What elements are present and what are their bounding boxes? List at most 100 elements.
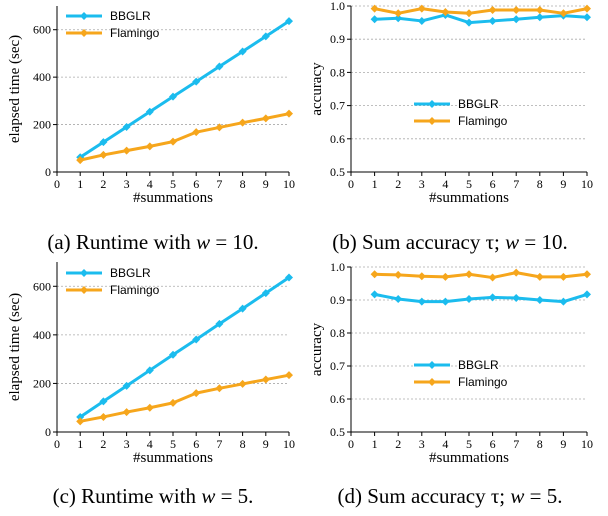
y-tick-label: 0.5 xyxy=(330,165,345,179)
x-tick-label: 10 xyxy=(283,437,295,451)
data-point-bbglr xyxy=(465,18,473,27)
data-point-flamingo xyxy=(238,379,247,388)
y-tick-label: 400 xyxy=(33,70,51,84)
legend-marker-icon xyxy=(428,361,436,369)
x-tick-label: 2 xyxy=(395,437,401,451)
y-tick-label: 0 xyxy=(45,165,51,179)
x-tick-label: 6 xyxy=(193,177,199,191)
data-point-bbglr xyxy=(285,273,293,282)
data-point-flamingo xyxy=(465,9,473,18)
y-tick-label: 1.0 xyxy=(330,0,345,13)
x-tick-label: 9 xyxy=(263,177,269,191)
data-point-bbglr xyxy=(99,397,108,406)
data-point-flamingo xyxy=(192,128,201,137)
data-point-flamingo xyxy=(99,412,108,421)
caption-d-post: = 5. xyxy=(524,484,563,508)
x-tick-label: 7 xyxy=(216,177,222,191)
data-point-flamingo xyxy=(583,4,591,13)
x-tick-label: 1 xyxy=(372,177,378,191)
x-tick-label: 1 xyxy=(77,177,83,191)
legend-marker-icon xyxy=(80,29,88,37)
x-tick-label: 7 xyxy=(513,437,519,451)
data-point-flamingo xyxy=(583,270,591,279)
x-tick-label: 2 xyxy=(100,177,106,191)
data-point-flamingo xyxy=(215,123,224,132)
data-point-bbglr xyxy=(169,350,177,359)
legend-marker-icon xyxy=(428,117,436,125)
y-tick-label: 0.7 xyxy=(330,359,345,373)
x-tick-label: 5 xyxy=(170,177,176,191)
data-point-flamingo xyxy=(559,272,568,281)
caption-b: (b) Sum accuracy τ; w = 10. xyxy=(300,230,600,255)
data-point-bbglr xyxy=(122,381,131,390)
legend-marker-icon xyxy=(428,378,436,386)
data-point-flamingo xyxy=(192,389,201,398)
caption-d-var: w xyxy=(510,484,525,508)
y-tick-label: 600 xyxy=(33,23,51,37)
x-tick-label: 1 xyxy=(77,437,83,451)
chart-d: 0.5 0.6 0.7 0.8 0.9 1.0 0 1 2 3 4 5 6 7 8 9 10 #summation… xyxy=(309,260,593,466)
y-tick-label: 0.6 xyxy=(330,392,345,406)
data-point-flamingo xyxy=(238,118,247,127)
x-tick-label: 8 xyxy=(240,177,246,191)
chart-a: 0 200 400 600 0 1 2 3 4 5 6 7 8 9 10 #summations elapsed… xyxy=(7,6,295,206)
x-tick-label: 6 xyxy=(490,437,496,451)
data-point-bbglr xyxy=(441,297,450,306)
data-point-flamingo xyxy=(169,137,177,146)
data-point-bbglr xyxy=(488,293,497,302)
data-point-flamingo xyxy=(417,4,426,13)
data-point-bbglr xyxy=(394,14,403,23)
data-point-bbglr xyxy=(417,16,426,25)
data-point-bbglr xyxy=(215,62,224,71)
y-tick-label: 200 xyxy=(33,118,51,132)
data-point-bbglr xyxy=(417,297,426,306)
x-tick-label: 1 xyxy=(372,437,378,451)
x-tick-label: 7 xyxy=(513,177,519,191)
data-point-flamingo xyxy=(145,142,154,151)
data-point-flamingo xyxy=(122,408,131,417)
x-tick-label: 8 xyxy=(537,177,543,191)
x-tick-label: 4 xyxy=(147,437,153,451)
data-point-bbglr xyxy=(145,107,154,116)
x-tick-label: 0 xyxy=(348,177,354,191)
data-point-bbglr xyxy=(192,77,201,86)
data-point-bbglr xyxy=(370,15,379,24)
chart-b: 0.5 0.6 0.7 0.8 0.9 1.0 0 1 2 3 4 5 6 7 8 9 10 #summation… xyxy=(309,0,593,206)
x-tick-label: 2 xyxy=(395,177,401,191)
y-tick-label: 400 xyxy=(33,328,51,342)
x-tick-label: 4 xyxy=(147,177,153,191)
x-axis-label: #summations xyxy=(133,450,213,466)
y-tick-label: 0.9 xyxy=(330,293,345,307)
x-tick-label: 7 xyxy=(216,437,222,451)
x-axis-label: #summations xyxy=(429,190,509,206)
data-point-bbglr xyxy=(261,289,270,298)
x-tick-label: 0 xyxy=(54,177,60,191)
series-line-flamingo xyxy=(374,7,588,15)
series-line-bbglr xyxy=(374,13,588,25)
x-tick-label: 5 xyxy=(170,437,176,451)
legend-label-flamingo: Flamingo xyxy=(110,283,160,297)
caption-a-post: = 10. xyxy=(210,230,259,254)
data-point-flamingo xyxy=(169,398,177,407)
y-tick-label: 0.8 xyxy=(330,326,345,340)
data-point-flamingo xyxy=(261,114,270,123)
data-point-bbglr xyxy=(535,13,544,22)
series-line-flamingo xyxy=(374,271,588,280)
y-axis-label: elapsed time (sec) xyxy=(7,35,23,143)
x-tick-label: 6 xyxy=(193,437,199,451)
x-tick-label: 10 xyxy=(283,177,295,191)
data-point-flamingo xyxy=(285,109,293,118)
series-line-bbglr xyxy=(79,276,290,419)
y-tick-label: 0.6 xyxy=(330,132,345,146)
x-tick-label: 3 xyxy=(419,177,425,191)
data-point-flamingo xyxy=(394,270,403,279)
data-point-flamingo xyxy=(488,273,497,282)
x-tick-label: 3 xyxy=(124,177,130,191)
legend-label-flamingo: Flamingo xyxy=(458,375,508,389)
data-point-bbglr xyxy=(261,32,270,41)
legend-marker-icon xyxy=(428,100,436,108)
x-tick-label: 9 xyxy=(263,437,269,451)
x-tick-label: 4 xyxy=(442,437,448,451)
legend-label-bbglr: BBGLR xyxy=(110,266,151,280)
